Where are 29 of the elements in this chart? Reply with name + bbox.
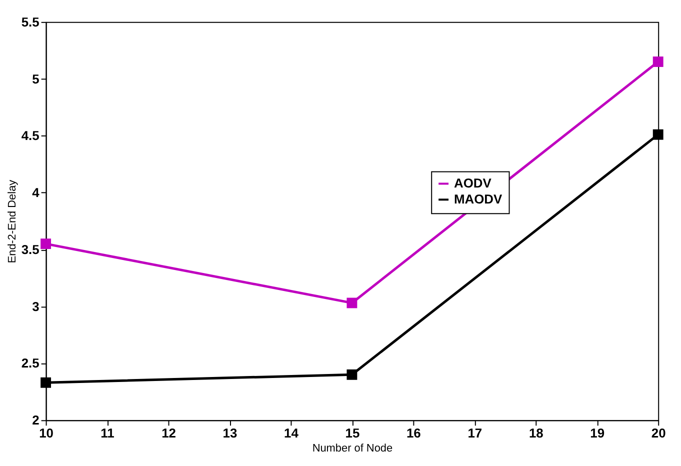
x-tick-label: 19	[590, 426, 605, 441]
x-tick-label: 14	[284, 426, 300, 441]
y-tick-label: 3.5	[21, 242, 40, 257]
x-tick-label: 17	[468, 426, 482, 441]
x-tick-label: 11	[100, 426, 114, 441]
y-tick-label: 5	[32, 71, 40, 86]
legend-label: MAODV	[454, 192, 503, 207]
point	[40, 377, 52, 388]
y-tick-label: 2.5	[21, 356, 40, 371]
legend-label: AODV	[454, 176, 492, 191]
x-tick-label: 12	[162, 426, 176, 441]
x-tick-label: 20	[651, 426, 666, 441]
point	[40, 238, 52, 250]
x-tick-label: 16	[406, 426, 421, 441]
y-axis-title: End-2-End Delay	[6, 179, 18, 264]
point	[346, 369, 358, 380]
point	[652, 129, 664, 140]
y-tick-label: 4	[32, 185, 40, 200]
point	[652, 56, 664, 67]
y-tick-label: 3	[32, 298, 40, 314]
y-tick-label: 4.5	[21, 128, 40, 144]
y-tick-label: 2	[32, 412, 40, 428]
x-tick-label: 13	[222, 426, 238, 441]
point	[346, 298, 358, 308]
x-tick-label: 15	[345, 426, 360, 441]
x-tick-label: 10	[39, 426, 54, 441]
x-axis-title: Number of Node	[312, 442, 393, 455]
x-tick-label: 18	[528, 426, 544, 441]
y-tick-label: 5.5	[21, 14, 40, 30]
